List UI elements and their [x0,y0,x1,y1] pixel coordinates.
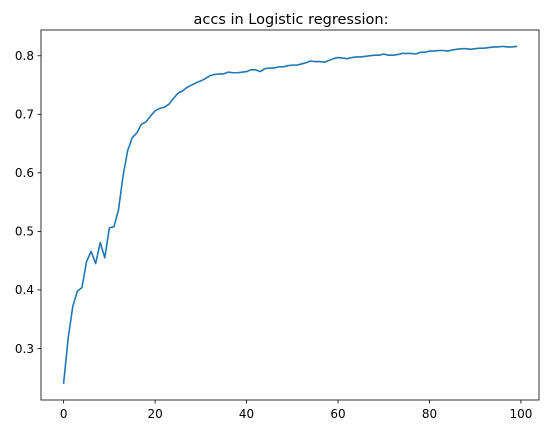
x-tick-label: 0 [60,407,68,421]
y-tick-label: 0.5 [15,225,34,239]
y-tick-label: 0.8 [15,49,34,63]
plot-area [62,45,518,384]
x-tick-label: 40 [239,407,254,421]
y-tick-label: 0.6 [15,166,34,180]
x-tick-label: 60 [330,407,345,421]
y-tick-label: 0.3 [15,342,34,356]
x-tick-label: 20 [147,407,162,421]
y-tick-label: 0.4 [15,283,34,297]
x-tick-label: 100 [509,407,532,421]
series-line [62,45,518,384]
x-tick-label: 80 [422,407,437,421]
axes-frame [40,29,540,401]
y-tick-label: 0.7 [15,108,34,122]
chart-title: accs in Logistic regression: [193,12,388,28]
axis-ticks: 0 20 40 60 80 100 0.3 0.4 0.5 0.6 0.7 0.8 [15,49,532,421]
